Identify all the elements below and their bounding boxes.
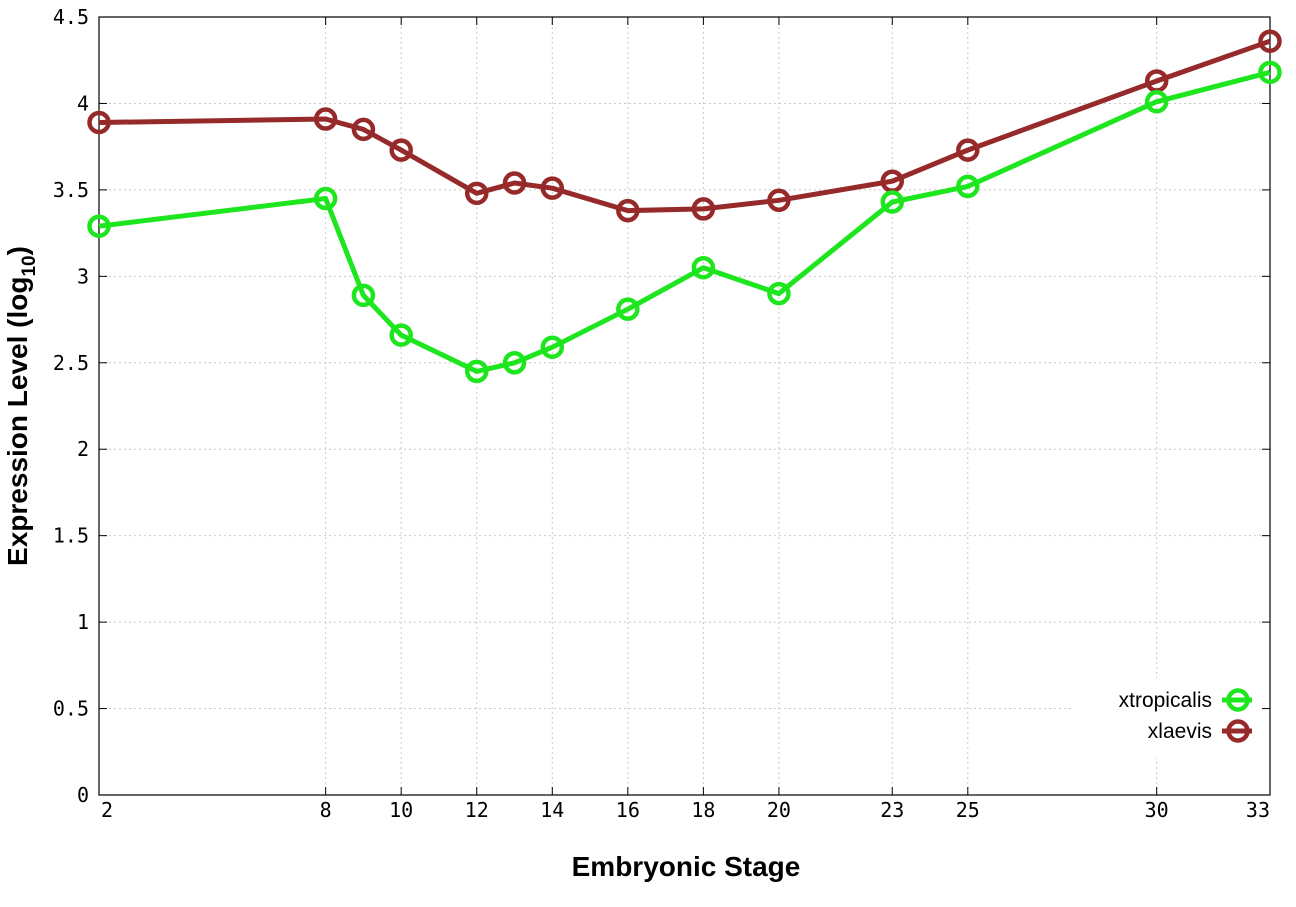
series-line-xlaevis (98, 38, 1271, 214)
y-tick-label: 1.5 (53, 524, 89, 548)
data-point-xlaevis (464, 181, 489, 206)
data-point-xlaevis (691, 197, 716, 221)
data-point-xlaevis (87, 110, 111, 135)
data-point-xlaevis (956, 138, 980, 162)
data-point-xtropicalis (464, 359, 489, 384)
x-tick-label: 30 (1145, 798, 1169, 822)
legend-label: xtropicalis (1119, 689, 1212, 712)
data-point-xtropicalis (691, 255, 716, 280)
y-tick-label: 3.5 (53, 178, 89, 202)
y-tick-label: 4 (77, 91, 89, 115)
x-tick-label: 16 (616, 798, 640, 822)
x-tick-label: 33 (1246, 798, 1270, 822)
x-tick-label: 18 (691, 798, 715, 822)
data-point-xlaevis (1258, 29, 1282, 53)
data-point-xlaevis (502, 171, 527, 195)
data-point-xtropicalis (616, 297, 640, 321)
data-point-xlaevis (540, 176, 565, 200)
data-point-xlaevis (351, 117, 376, 142)
x-tick-label: 20 (767, 798, 791, 822)
legend-swatch-marker (1226, 688, 1250, 712)
y-tick-label: 4.5 (53, 5, 89, 29)
data-point-xlaevis (767, 188, 791, 213)
y-axis-title-main: Expression Level (log (2, 277, 33, 566)
legend: xtropicalis xlaevis (1072, 678, 1262, 758)
data-point-xtropicalis (502, 351, 527, 375)
series-line-xtropicalis (98, 69, 1271, 374)
series-xlaevis (87, 29, 1282, 223)
data-point-xtropicalis (767, 281, 791, 306)
y-axis-title: Expression Level (log10) (2, 246, 40, 566)
y-tick-label: 0.5 (53, 697, 89, 721)
plot-frame (98, 16, 1271, 796)
data-point-xtropicalis (880, 190, 905, 214)
y-tick-label: 0 (77, 783, 89, 807)
series-layer (87, 29, 1282, 384)
x-tick-label: 12 (465, 798, 489, 822)
data-point-xtropicalis (540, 335, 565, 359)
data-point-xlaevis (313, 107, 338, 131)
data-point-xtropicalis (956, 174, 980, 199)
x-axis-title: Embryonic Stage (572, 851, 801, 882)
x-tick-label: 14 (540, 798, 564, 822)
data-point-xtropicalis (1258, 60, 1282, 85)
ticks: 0 0.5 1 1.5 2 2.5 3 3.5 4 4.5 2 8 10 12 14 16 18 20 23 25 30… (53, 5, 1271, 822)
legend-item-xtropicalis: xtropicalis (1119, 688, 1252, 712)
data-point-xtropicalis (87, 214, 111, 238)
y-axis-title-subscript: 10 (19, 255, 40, 276)
legend-label: xlaevis (1148, 720, 1212, 743)
data-point-xlaevis (389, 138, 413, 162)
y-tick-label: 2.5 (53, 351, 89, 375)
x-tick-label: 10 (389, 798, 413, 822)
x-tick-label: 8 (320, 798, 332, 822)
series-xtropicalis (87, 60, 1282, 384)
y-tick-label: 1 (77, 610, 89, 634)
legend-item-xlaevis: xlaevis (1148, 719, 1252, 743)
x-tick-label: 25 (956, 798, 980, 822)
data-point-xtropicalis (1144, 89, 1169, 114)
data-point-xlaevis (616, 198, 640, 223)
data-point-xtropicalis (389, 323, 413, 347)
data-point-xtropicalis (351, 283, 376, 308)
y-axis-title-close: ) (2, 246, 33, 255)
legend-swatch-marker (1226, 719, 1250, 743)
data-point-xtropicalis (313, 186, 338, 211)
y-tick-label: 3 (77, 264, 89, 288)
x-tick-label: 2 (101, 798, 113, 822)
y-tick-label: 2 (77, 437, 89, 461)
x-tick-label: 23 (880, 798, 904, 822)
